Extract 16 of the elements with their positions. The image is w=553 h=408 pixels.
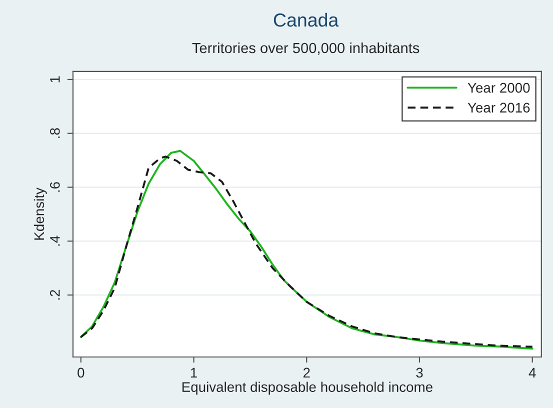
chart-subtitle: Territories over 500,000 inhabitants: [192, 42, 420, 55]
y-tick-label: .4: [50, 236, 60, 246]
y-tick-label: .6: [50, 182, 60, 192]
x-tick-label: 2: [303, 368, 310, 378]
y-axis-title: Kdensity: [34, 188, 47, 240]
legend-label: Year 2016: [468, 102, 530, 113]
y-tick-label: .8: [50, 128, 60, 138]
x-tick-label: 0: [78, 368, 84, 378]
legend-label: Year 2000: [468, 82, 530, 93]
x-tick-label: 3: [416, 368, 423, 378]
chart-title: Canada: [274, 12, 339, 27]
x-axis-title: Equivalent disposable household income: [182, 382, 432, 395]
x-tick-label: 4: [528, 368, 536, 378]
x-tick-label: 1: [190, 368, 197, 378]
y-tick-label: .2: [50, 290, 60, 300]
y-tick-label: 1: [50, 76, 60, 82]
